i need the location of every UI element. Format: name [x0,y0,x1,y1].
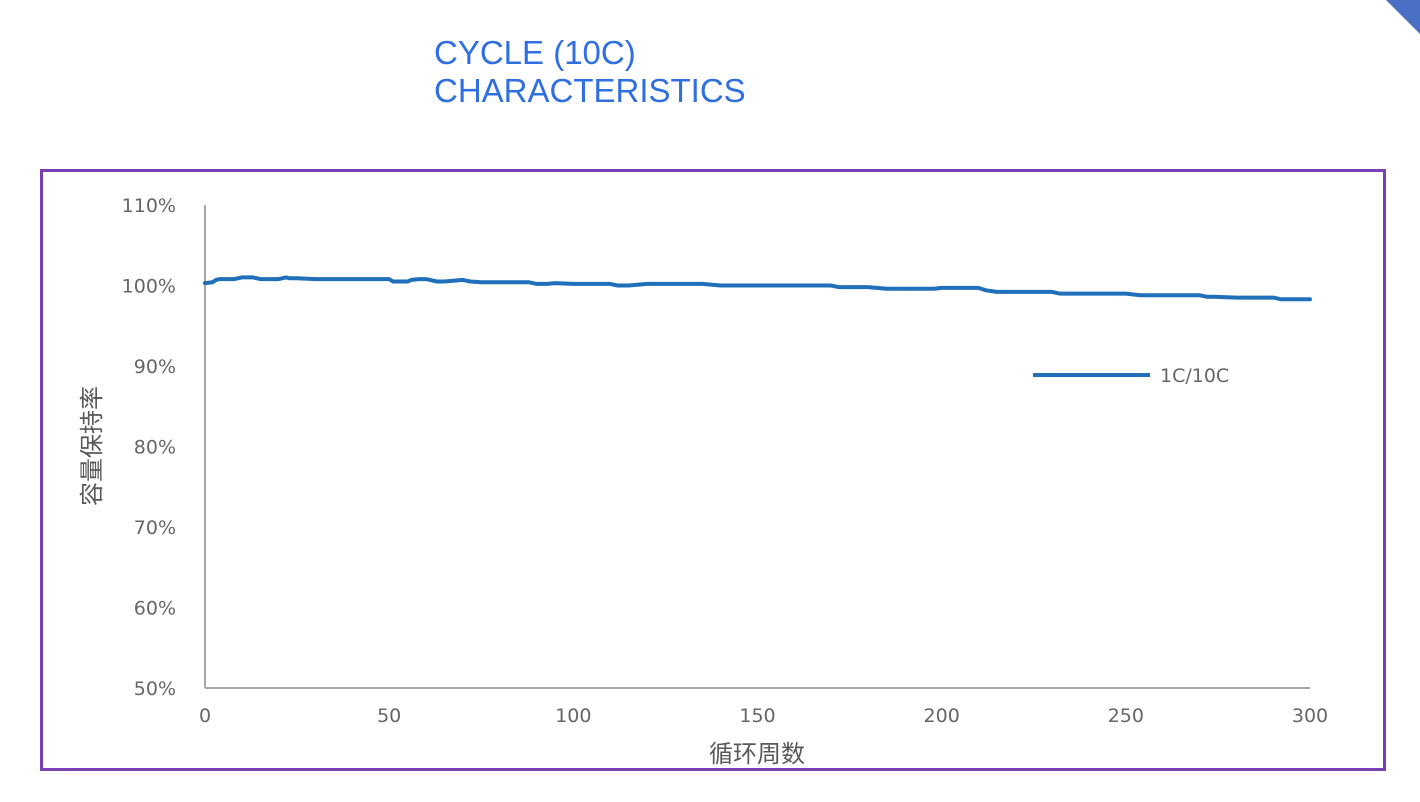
x-tick-label: 200 [924,705,960,727]
chart-frame [40,169,1386,771]
y-tick-label: 80% [134,437,176,459]
legend: 1C/10C [1033,365,1229,387]
y-tick-label: 90% [134,356,176,378]
x-tick-label: 0 [199,705,211,727]
x-tick-label: 100 [555,705,591,727]
x-tick-label: 150 [739,705,775,727]
x-tick-label: 250 [1108,705,1144,727]
y-axis: 50% 60% 70% 80% 90% 100% 110% [122,195,206,700]
corner-decoration [1386,0,1420,34]
title-line-1: CYCLE (10C) [434,34,636,71]
legend-label: 1C/10C [1160,365,1229,387]
x-tick-label: 300 [1292,705,1328,727]
y-tick-label: 50% [134,678,176,700]
y-axis-title: 容量保持率 [78,386,106,506]
x-tick-label: 50 [377,705,401,727]
page-title: CYCLE (10C) CHARACTERISTICS [434,34,746,110]
y-tick-label: 100% [122,276,176,298]
y-tick-label: 60% [134,598,176,620]
y-tick-label: 110% [122,195,176,217]
title-line-2: CHARACTERISTICS [434,72,746,109]
y-tick-label: 70% [134,517,176,539]
series-line [203,275,1312,302]
x-axis-title: 循环周数 [709,740,805,768]
x-axis: 0 50 100 150 200 250 300 [199,687,1328,727]
series-layer [203,275,1312,302]
